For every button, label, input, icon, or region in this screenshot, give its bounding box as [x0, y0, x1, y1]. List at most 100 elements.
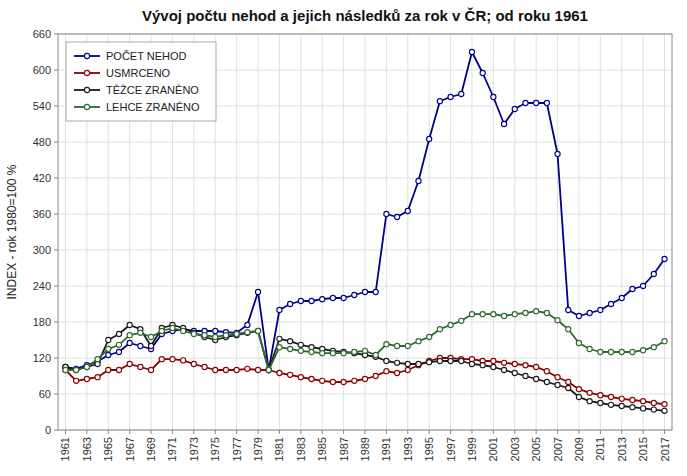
point: [288, 346, 293, 351]
x-tick: [365, 430, 366, 434]
point: [587, 399, 592, 404]
x-grid-line: [322, 34, 323, 430]
legend: POČET NEHODUSMRCENOTĚŽCE ZRANĚNOLEHCE ZR…: [66, 42, 216, 121]
point: [255, 367, 260, 372]
y-tick-label: 660: [33, 28, 51, 40]
point: [288, 339, 293, 344]
legend-box: [66, 42, 216, 121]
point: [544, 310, 549, 315]
point: [138, 330, 143, 335]
point: [148, 343, 153, 348]
point: [512, 370, 517, 375]
point: [651, 271, 656, 276]
point: [544, 379, 549, 384]
y-grid-line: [58, 142, 672, 143]
point: [84, 364, 89, 369]
point: [394, 370, 399, 375]
y-tick: [54, 106, 58, 107]
y-tick: [54, 322, 58, 323]
point: [74, 367, 79, 372]
x-tick-label: 1983: [295, 437, 307, 461]
point: [555, 318, 560, 323]
x-tick-label: 1963: [81, 437, 93, 461]
point: [309, 349, 314, 354]
point: [534, 309, 539, 314]
point: [437, 99, 442, 104]
legend-label: USMRCENO: [106, 67, 171, 79]
y-tick: [54, 178, 58, 179]
point: [491, 364, 496, 369]
point: [362, 376, 367, 381]
point: [576, 340, 581, 345]
x-grid-line: [300, 34, 301, 430]
y-tick-label: 60: [39, 388, 51, 400]
point: [587, 310, 592, 315]
point: [213, 328, 218, 333]
point: [587, 390, 592, 395]
point: [288, 372, 293, 377]
chart: 1961196319651967196919711973197519771979…: [0, 0, 687, 476]
y-tick-label: 360: [33, 208, 51, 220]
point: [534, 364, 539, 369]
point: [84, 364, 89, 369]
point: [501, 367, 506, 372]
x-tick-label: 1967: [124, 437, 136, 461]
y-tick-label: 420: [33, 172, 51, 184]
point: [480, 70, 485, 75]
point: [480, 363, 485, 368]
title: Vývoj počtu nehod a jejich následků za r…: [142, 7, 588, 24]
x-tick: [407, 430, 408, 434]
point: [95, 357, 100, 362]
point: [341, 351, 346, 356]
x-tick-label: 1973: [188, 437, 200, 461]
point: [148, 334, 153, 339]
y-axis-label: INDEX - rok 1980=100 %: [5, 164, 19, 299]
x-tick: [643, 430, 644, 434]
x-grid-line: [450, 34, 451, 430]
point: [309, 376, 314, 381]
y-grid-line: [58, 250, 672, 251]
y-tick-label: 540: [33, 100, 51, 112]
point: [255, 328, 260, 333]
point: [523, 100, 528, 105]
point: [298, 348, 303, 353]
x-grid-line: [471, 34, 472, 430]
x-tick: [471, 430, 472, 434]
point: [384, 211, 389, 216]
point: [598, 307, 603, 312]
point: [245, 330, 250, 335]
point: [159, 328, 164, 333]
point: [662, 339, 667, 344]
x-tick-label: 2005: [530, 437, 542, 461]
point: [63, 367, 68, 372]
point: [384, 342, 389, 347]
legend-marker: [84, 87, 89, 92]
point: [384, 358, 389, 363]
point: [491, 312, 496, 317]
point: [555, 375, 560, 380]
x-tick: [322, 430, 323, 434]
point: [576, 394, 581, 399]
point: [127, 340, 132, 345]
x-grid-line: [600, 34, 601, 430]
x-tick-label: 1987: [338, 437, 350, 461]
x-tick-label: 1965: [102, 437, 114, 461]
point: [330, 379, 335, 384]
point: [662, 402, 667, 407]
x-tick-label: 2001: [487, 437, 499, 461]
point: [288, 301, 293, 306]
point: [405, 343, 410, 348]
point: [619, 396, 624, 401]
point: [234, 331, 239, 336]
point: [191, 361, 196, 366]
y-tick: [54, 250, 58, 251]
x-tick-label: 1997: [445, 437, 457, 461]
x-tick: [429, 430, 430, 434]
point: [405, 361, 410, 366]
point: [437, 327, 442, 332]
x-tick-label: 1985: [316, 437, 328, 461]
x-tick-label: 2017: [659, 437, 671, 461]
y-tick-label: 600: [33, 64, 51, 76]
y-tick: [54, 286, 58, 287]
y-tick-label: 480: [33, 136, 51, 148]
